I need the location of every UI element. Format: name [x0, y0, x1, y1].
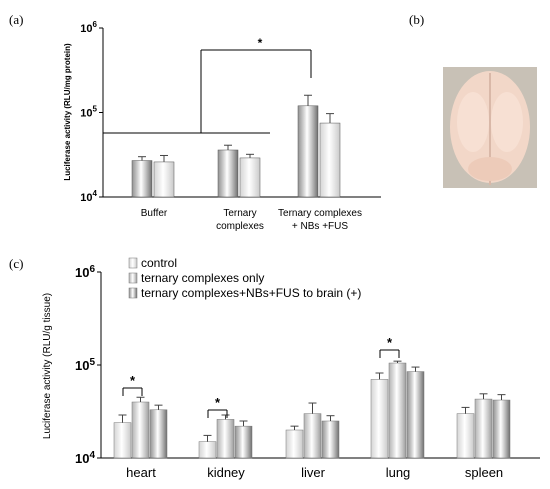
bar-c: [303, 413, 322, 459]
y-tick-label-a-base: 10: [80, 23, 92, 35]
y-axis-label-c: Luciferase activity (RLU/g tissue): [42, 293, 53, 439]
x-tick-label-c: spleen: [465, 465, 503, 480]
y-tick-label-c: 104: [75, 450, 95, 466]
bar-c: [370, 379, 389, 459]
y-tick-label-a: 105: [80, 105, 97, 120]
bar-c: [285, 429, 304, 459]
y-tick-label-a-exp: 4: [93, 189, 98, 198]
x-tick-label-c: liver: [301, 465, 326, 480]
y-tick-label-c-base: 10: [75, 451, 89, 466]
x-tick-label-c: heart: [126, 465, 156, 480]
bar-c: [113, 422, 132, 459]
legend-swatch: [128, 287, 138, 299]
significance-star-c: *: [130, 373, 136, 388]
x-tick-label-c: lung: [386, 465, 411, 480]
bar-c: [388, 362, 407, 459]
bar-c: [216, 419, 235, 459]
x-tick-label-a: complexes: [216, 221, 264, 232]
y-tick-label-a-base: 10: [80, 108, 92, 120]
y-tick-label-a-exp: 6: [93, 20, 98, 29]
x-tick-label-a: + NBs +FUS: [292, 221, 348, 232]
legend-label: ternary complexes+NBs+FUS to brain (+): [141, 286, 361, 300]
panel-label-c: (c): [9, 256, 24, 271]
y-tick-label-c: 105: [75, 357, 95, 373]
y-tick-label-a: 104: [80, 189, 97, 204]
bar-c: [406, 371, 425, 459]
legend-label: control: [141, 256, 177, 270]
significance-star-a: *: [258, 36, 263, 50]
significance-star-c: *: [215, 395, 221, 410]
y-tick-label-c-exp: 5: [89, 357, 95, 368]
x-tick-label-a: Ternary complexes: [278, 208, 362, 219]
y-tick-label-c-base: 10: [75, 265, 89, 280]
y-tick-label-c-base: 10: [75, 358, 89, 373]
brain-photo: [443, 67, 537, 188]
y-tick-label-c-exp: 6: [89, 264, 95, 275]
bar-c: [474, 398, 493, 459]
x-tick-label-a: Ternary: [223, 208, 256, 219]
bar-c: [456, 413, 475, 459]
y-axis-label-a: Luciferase activity (RLU/mg protein): [63, 43, 72, 181]
y-tick-label-c: 106: [75, 264, 95, 280]
panel-label-a: (a): [9, 12, 24, 27]
legend-swatch: [128, 272, 138, 284]
panel-label-b: (b): [409, 12, 425, 27]
x-tick-label-c: kidney: [207, 465, 245, 480]
bar-c: [131, 401, 150, 459]
bar-c: [198, 441, 217, 459]
bar-c: [492, 399, 511, 459]
y-tick-label-a: 106: [80, 20, 97, 35]
y-tick-label-c-exp: 4: [89, 450, 95, 461]
significance-star-c: *: [387, 335, 393, 350]
x-tick-label-a: Buffer: [141, 208, 168, 219]
y-tick-label-a-exp: 5: [93, 105, 98, 114]
legend-label: ternary complexes only: [141, 271, 264, 285]
bar-c: [149, 409, 168, 459]
legend-swatch: [128, 257, 138, 269]
y-tick-label-a-base: 10: [80, 192, 92, 204]
bar-c: [234, 425, 253, 459]
bar-c: [321, 420, 340, 459]
